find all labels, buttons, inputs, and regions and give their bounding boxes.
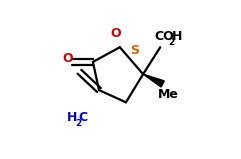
Text: S: S [130, 44, 139, 57]
Text: O: O [62, 52, 73, 65]
Text: 2: 2 [168, 38, 174, 47]
Text: Me: Me [158, 89, 179, 101]
Polygon shape [143, 74, 164, 87]
Text: CO: CO [154, 30, 174, 43]
Text: H: H [172, 30, 182, 43]
Text: O: O [111, 27, 121, 40]
Text: C: C [79, 111, 88, 124]
Text: 2: 2 [75, 119, 81, 128]
Text: H: H [67, 111, 78, 124]
